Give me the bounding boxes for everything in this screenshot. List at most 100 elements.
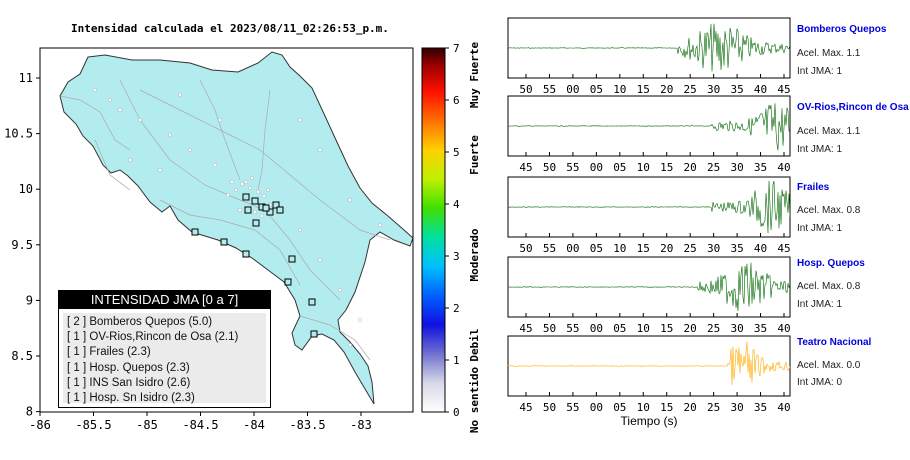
time-tick-label: 50 — [543, 161, 556, 174]
station-dot — [178, 93, 182, 97]
time-tick-label: 00 — [590, 161, 603, 174]
colorbar-intensity-label: Fuerte — [468, 135, 481, 175]
time-tick-label: 15 — [660, 322, 673, 335]
station-dot — [234, 188, 238, 192]
time-tick-label: 45 — [777, 242, 790, 255]
time-tick-label: 15 — [637, 242, 650, 255]
time-tick-label: 15 — [637, 83, 650, 96]
time-tick-label: 35 — [754, 401, 767, 414]
time-tick-label: 55 — [566, 161, 579, 174]
time-axis-title: Tiempo (s) — [620, 414, 678, 428]
station-dot — [93, 88, 97, 92]
time-tick-label: 45 — [519, 322, 532, 335]
station-dot — [213, 163, 217, 167]
trace-max-accel: Acel. Max. 1.1 — [797, 126, 861, 137]
time-tick-label: 45 — [519, 161, 532, 174]
colorbar-intensity-label: Moderado — [468, 228, 481, 281]
trace-station-name: Frailes — [797, 182, 830, 193]
time-tick-label: 20 — [684, 322, 697, 335]
legend-header: INTENSIDAD JMA [0 a 7] — [59, 291, 270, 309]
legend-row: [ 1 ] Hosp. Quepos (2.3) — [67, 361, 190, 374]
station-dot — [138, 118, 142, 122]
station-square-marker — [191, 228, 199, 236]
time-tick-label: 55 — [566, 322, 579, 335]
legend-row: [ 1 ] Hosp. Sn Isidro (2.3) — [67, 392, 195, 405]
colorbar-labels: Muy Fuerte Fuerte Moderado Debil No sentido — [468, 42, 481, 434]
station-square-marker — [252, 219, 260, 227]
colorbar-tick-label: 7 — [453, 42, 460, 55]
station-square-marker — [244, 206, 252, 214]
time-tick-label: 45 — [519, 401, 532, 414]
station-square-marker — [262, 204, 270, 212]
trace-jma: Int JMA: 1 — [797, 223, 843, 234]
trace-jma: Int JMA: 0 — [797, 377, 843, 388]
station-dot — [338, 288, 342, 292]
map-frame — [39, 47, 414, 413]
time-tick-label: 55 — [543, 83, 556, 96]
colorbar-tick-label: 0 — [453, 406, 460, 419]
map-x-tick-label: -83 — [350, 418, 372, 432]
station-dot — [158, 168, 162, 172]
colorbar-tick-label: 2 — [453, 302, 460, 315]
colorbar-tick-label: 5 — [453, 146, 460, 159]
time-tick-label: 25 — [684, 242, 697, 255]
waveform-trace — [507, 262, 791, 312]
station-square-marker — [242, 193, 250, 201]
waveform-trace — [507, 341, 791, 386]
waveform-panel: 45 50 55 00 05 10 15 20 25 30 35 40 — [507, 95, 791, 174]
time-tick-label: 10 — [637, 401, 650, 414]
station-square-marker — [288, 255, 296, 263]
colorbar-tick-label: 3 — [453, 250, 460, 263]
time-tick-label: 40 — [777, 161, 790, 174]
time-tick-label: 25 — [684, 83, 697, 96]
station-dot — [238, 208, 242, 212]
station-square-marker — [310, 330, 318, 338]
time-tick-label: 55 — [566, 401, 579, 414]
time-tick-label: 50 — [543, 322, 556, 335]
station-dot — [230, 180, 234, 184]
time-tick-label: 00 — [590, 401, 603, 414]
station-dot — [226, 193, 230, 197]
map-land — [59, 51, 414, 405]
map-x-tick-label: -85.5 — [75, 418, 111, 432]
time-tick-label: 10 — [637, 322, 650, 335]
time-tick-label: 15 — [660, 161, 673, 174]
map-y-tick-label: 9.5 — [11, 238, 33, 252]
colorbar-intensity-label: No sentido — [468, 367, 481, 434]
map-x-tick-label: -86 — [29, 418, 51, 432]
trace-station-name: Hosp. Quepos — [797, 258, 865, 269]
trace-station-name: OV-Rios,Rincon de Osa — [797, 102, 909, 113]
station-dot — [378, 223, 382, 227]
time-tick-label: 40 — [777, 401, 790, 414]
map-x-tick-label: -85 — [136, 418, 158, 432]
map-y-tick-label: 8.5 — [11, 349, 33, 363]
waveform-panel: 45 50 55 00 05 10 15 20 25 30 35 40 — [507, 335, 791, 414]
time-tick-label: 05 — [613, 161, 626, 174]
colorbar-tick-label: 1 — [453, 354, 460, 367]
station-dot — [260, 214, 264, 218]
time-tick-label: 05 — [590, 242, 603, 255]
time-tick-label: 25 — [707, 322, 720, 335]
station-dot — [250, 176, 254, 180]
time-tick-label: 40 — [777, 322, 790, 335]
station-dot — [118, 108, 122, 112]
legend-row: [ 1 ] OV-Rios,Rincon de Osa (2.1) — [67, 331, 239, 344]
station-dot — [188, 148, 192, 152]
station-dot — [298, 228, 302, 232]
time-tick-label: 05 — [613, 322, 626, 335]
time-tick-label: 10 — [637, 161, 650, 174]
colorbar-tick-label: 4 — [453, 198, 460, 211]
time-tick-label: 00 — [566, 242, 579, 255]
time-tick-label: 50 — [543, 401, 556, 414]
station-square-marker — [308, 298, 316, 306]
time-tick-label: 35 — [754, 322, 767, 335]
time-tick-label: 20 — [660, 83, 673, 96]
time-tick-label: 40 — [754, 83, 767, 96]
station-dot — [244, 180, 248, 184]
colorbar-tick-label: 6 — [453, 94, 460, 107]
time-tick-label: 10 — [613, 242, 626, 255]
station-markers — [93, 88, 382, 347]
station-dot — [253, 210, 257, 214]
time-tick-label: 30 — [730, 322, 743, 335]
